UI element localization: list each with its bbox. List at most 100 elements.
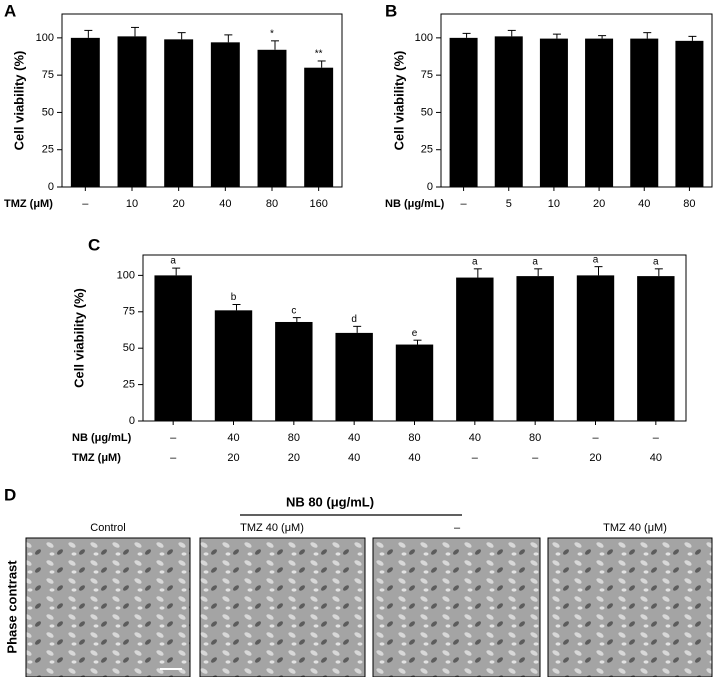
bar-label: e	[412, 328, 418, 339]
y-tick-label: 75	[421, 69, 433, 81]
bar	[449, 37, 478, 188]
bar	[395, 344, 434, 421]
x-axis-label: TMZ (μM)	[72, 452, 121, 464]
bar-label: c	[291, 305, 296, 316]
column-label: Control	[90, 522, 125, 534]
bar	[275, 321, 313, 421]
bar	[539, 38, 568, 187]
x-tick-label: –	[170, 452, 177, 464]
y-tick-label: 0	[48, 181, 54, 193]
x-tick-label: 10	[548, 198, 560, 210]
panel-letter: C	[88, 235, 100, 254]
bar-label: **	[315, 49, 323, 60]
bar-label: a	[170, 256, 176, 267]
bar-label: *	[270, 28, 274, 39]
x-tick-label: –	[592, 432, 599, 444]
y-tick-label: 100	[117, 269, 135, 281]
group-title: NB 80 (μg/mL)	[286, 494, 374, 509]
y-tick-label: 75	[123, 306, 135, 318]
y-tick-label: 100	[415, 32, 433, 44]
y-tick-label: 50	[123, 342, 135, 354]
micrograph	[25, 537, 191, 677]
bar-label: d	[351, 314, 357, 325]
x-tick-label: –	[170, 432, 177, 444]
bar	[154, 275, 192, 421]
y-axis-label: Cell viability (%)	[11, 51, 26, 151]
x-axis-label: TMZ (μM)	[4, 198, 53, 210]
bar	[456, 277, 494, 421]
y-tick-label: 0	[427, 181, 433, 193]
column-label: –	[454, 522, 461, 534]
bar-label: a	[472, 256, 478, 267]
y-tick-label: 25	[421, 144, 433, 156]
bar	[516, 276, 554, 421]
bar	[494, 36, 523, 187]
bar	[576, 275, 615, 421]
panel-letter: B	[385, 1, 397, 20]
x-tick-label: 20	[593, 198, 605, 210]
x-tick-label: 40	[638, 198, 650, 210]
x-tick-label: 80	[266, 198, 278, 210]
x-tick-label: 40	[227, 432, 239, 444]
bar-label: b	[231, 292, 237, 303]
bar	[70, 37, 100, 188]
bar	[257, 49, 287, 187]
y-tick-label: 25	[123, 379, 135, 391]
x-tick-label: –	[532, 452, 539, 464]
bar	[164, 39, 194, 187]
x-tick-label: 40	[469, 432, 481, 444]
panel-letter: A	[4, 1, 16, 20]
x-tick-label: –	[82, 198, 89, 210]
x-axis-label: NB (μg/mL)	[385, 198, 445, 210]
bar	[585, 38, 614, 187]
x-tick-label: 5	[506, 198, 512, 210]
panel-letter: D	[4, 485, 16, 504]
micrograph	[199, 537, 366, 677]
y-tick-label: 75	[42, 69, 54, 81]
x-tick-label: 40	[348, 432, 360, 444]
bar	[210, 42, 240, 187]
x-tick-label: 160	[309, 198, 327, 210]
y-axis-label: Cell viability (%)	[391, 51, 406, 151]
y-tick-label: 0	[129, 415, 135, 427]
x-axis-label: NB (μg/mL)	[72, 432, 132, 444]
plot-frame	[440, 13, 713, 188]
micrograph	[372, 537, 541, 677]
x-tick-label: 80	[529, 432, 541, 444]
bar	[117, 36, 147, 187]
x-tick-label: 40	[219, 198, 231, 210]
x-tick-label: 40	[650, 452, 662, 464]
plot-frame	[61, 13, 343, 188]
x-tick-label: 20	[173, 198, 185, 210]
x-tick-label: 40	[348, 452, 360, 464]
y-axis-label: Cell viability (%)	[71, 288, 86, 388]
x-tick-label: –	[461, 198, 468, 210]
bar	[675, 40, 704, 188]
bar	[630, 38, 659, 187]
x-tick-label: 80	[683, 198, 695, 210]
bar-label: a	[653, 256, 659, 267]
y-tick-label: 100	[36, 32, 54, 44]
row-label: Phase contrast	[4, 560, 19, 654]
bar	[214, 310, 253, 421]
y-tick-label: 50	[42, 106, 54, 118]
column-label: TMZ 40 (μM)	[603, 522, 667, 534]
x-tick-label: 10	[126, 198, 138, 210]
x-tick-label: 40	[408, 452, 420, 464]
column-label: TMZ 40 (μM)	[240, 522, 304, 534]
bar	[637, 276, 675, 421]
bar	[335, 332, 373, 421]
x-tick-label: 80	[288, 432, 300, 444]
micrograph	[547, 537, 713, 677]
bar-label: a	[593, 254, 599, 265]
x-tick-label: 20	[589, 452, 601, 464]
y-tick-label: 25	[42, 144, 54, 156]
x-tick-label: 80	[408, 432, 420, 444]
bar	[304, 67, 334, 187]
y-tick-label: 50	[421, 106, 433, 118]
x-tick-label: 20	[288, 452, 300, 464]
bar-label: a	[532, 256, 538, 267]
x-tick-label: –	[472, 452, 479, 464]
x-tick-label: –	[653, 432, 660, 444]
